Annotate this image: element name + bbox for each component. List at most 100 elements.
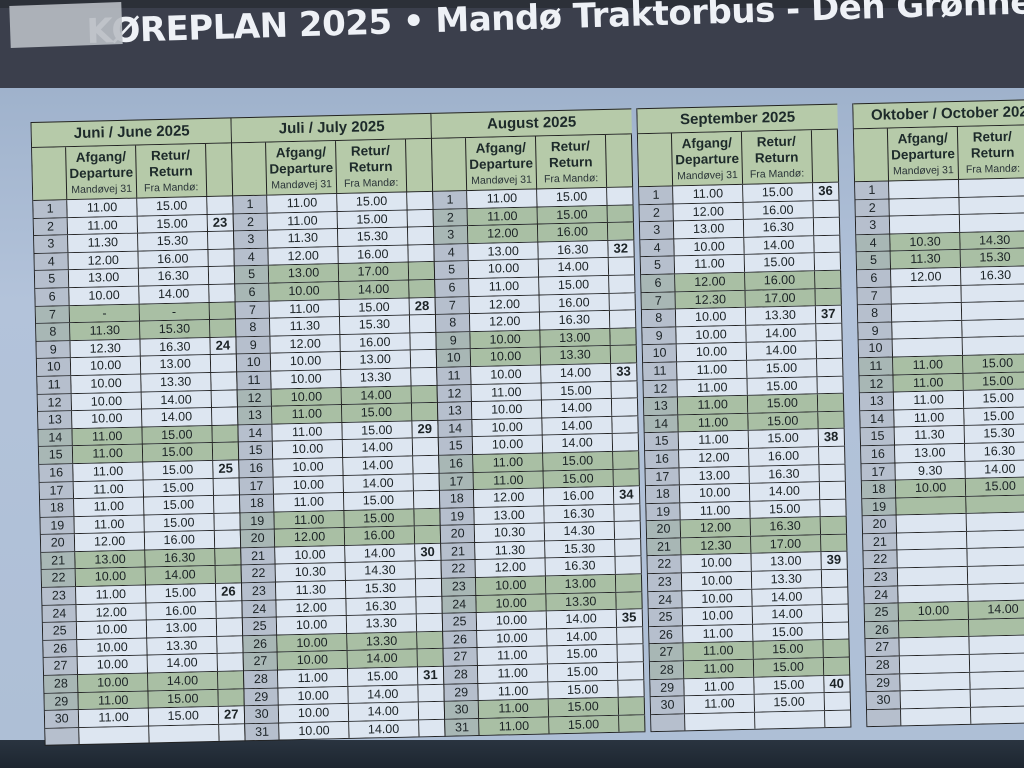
return-time: 15.00 bbox=[143, 496, 214, 515]
departure-time: 10.00 bbox=[469, 259, 540, 279]
departure-label: Afgang/ Departure bbox=[675, 135, 740, 168]
departure-time bbox=[891, 285, 962, 304]
day-cell: 25 bbox=[242, 617, 278, 636]
day-cell: 5 bbox=[234, 265, 270, 284]
departure-time: 10.00 bbox=[277, 633, 348, 652]
week-number bbox=[610, 345, 638, 363]
return-location: Fra Mandø: bbox=[143, 181, 199, 195]
return-time: 14.00 bbox=[746, 341, 817, 360]
departure-time: 12.00 bbox=[270, 334, 341, 353]
departure-time: 11.00 bbox=[278, 668, 349, 688]
day-cell: 10 bbox=[236, 353, 272, 372]
week-number bbox=[617, 662, 645, 680]
week-number bbox=[817, 411, 845, 429]
day-cell: 15 bbox=[38, 446, 74, 464]
day-cell: 24 bbox=[442, 595, 478, 614]
return-time: 15.00 bbox=[342, 421, 413, 440]
return-time: 15.00 bbox=[748, 411, 819, 431]
return-time: 15.00 bbox=[754, 675, 825, 694]
return-time: 14.00 bbox=[752, 587, 823, 606]
departure-time: 11.30 bbox=[70, 321, 141, 340]
day-cell: 2 bbox=[233, 213, 269, 231]
week-number bbox=[410, 350, 438, 368]
week-number bbox=[210, 372, 238, 390]
day-cell: 27 bbox=[443, 648, 479, 666]
week-number bbox=[606, 187, 634, 205]
week-number bbox=[410, 367, 438, 385]
day-cell: 26 bbox=[649, 626, 684, 644]
departure-time: 11.30 bbox=[268, 229, 339, 248]
return-time: 15.00 bbox=[337, 192, 408, 211]
departure-time: 11.00 bbox=[684, 659, 755, 678]
departure-time: 11.00 bbox=[267, 211, 338, 230]
week-number bbox=[217, 653, 244, 671]
timetable-title: KØREPLAN 2025 • Mandø Traktorbus - Den G… bbox=[86, 0, 1024, 52]
departure-time: 11.00 bbox=[673, 184, 744, 204]
week-number bbox=[617, 679, 645, 698]
day-cell: 10 bbox=[36, 358, 72, 376]
departure-time: 11.00 bbox=[679, 431, 749, 450]
week-number bbox=[407, 227, 435, 245]
day-cell: 6 bbox=[641, 274, 676, 292]
return-time: 15.00 bbox=[344, 509, 415, 528]
return-time: 13.30 bbox=[147, 636, 218, 655]
day-cell: 13 bbox=[643, 397, 679, 415]
week-number bbox=[215, 565, 242, 583]
day-cell: 8 bbox=[641, 309, 677, 327]
departure-time bbox=[899, 619, 970, 638]
week-number bbox=[216, 618, 244, 636]
return-time bbox=[970, 670, 1024, 690]
return-time: 14.00 bbox=[141, 408, 212, 427]
departure-header: Afgang/ Departure Mandøvej 31 bbox=[888, 126, 959, 181]
return-time: 13.00 bbox=[545, 574, 616, 594]
departure-time: 10.00 bbox=[682, 589, 753, 608]
departure-time bbox=[892, 303, 963, 322]
day-cell: 21 bbox=[863, 533, 898, 551]
day-cell: 2 bbox=[433, 208, 469, 227]
departure-time bbox=[896, 514, 967, 533]
return-time: 15.00 bbox=[963, 371, 1024, 391]
departure-time bbox=[900, 654, 971, 674]
week-number: 36 bbox=[812, 182, 840, 200]
return-label: Retur/ Return bbox=[754, 133, 799, 166]
day-cell: 20 bbox=[440, 525, 476, 543]
week-number bbox=[411, 385, 438, 403]
return-time bbox=[967, 547, 1024, 566]
return-time: 14.30 bbox=[960, 231, 1024, 250]
departure-time: 10.00 bbox=[69, 286, 140, 305]
return-header: Retur/ Return Fra Mandø: bbox=[957, 125, 1024, 179]
departure-time: 10.00 bbox=[277, 651, 348, 670]
return-time: 15.00 bbox=[543, 451, 614, 470]
return-time: 15.00 bbox=[341, 403, 412, 422]
week-number bbox=[618, 697, 646, 715]
week-number bbox=[413, 490, 441, 509]
day-cell: 19 bbox=[440, 507, 476, 526]
day-cell: 29 bbox=[444, 683, 480, 701]
return-time: 15.00 bbox=[541, 381, 612, 400]
day-cell: 5 bbox=[856, 251, 892, 270]
week-number bbox=[416, 614, 444, 632]
month-table: Juni / June 2025 Afgang/ Departure Mandøve… bbox=[30, 117, 246, 747]
return-time bbox=[961, 283, 1024, 303]
departure-time: 12.00 bbox=[681, 519, 751, 538]
day-cell: 6 bbox=[35, 288, 70, 306]
departure-location: Mandøvej 31 bbox=[271, 178, 333, 192]
return-time: 15.00 bbox=[143, 460, 214, 480]
departure-time: 13.00 bbox=[474, 506, 545, 525]
return-time: 15.00 bbox=[748, 429, 819, 448]
departure-time bbox=[898, 566, 969, 586]
return-time: 15.00 bbox=[148, 707, 219, 726]
month-table: Juli / July 2025 Afgang/ Departure Mandøve… bbox=[230, 112, 446, 742]
day-cell: 30 bbox=[444, 701, 480, 719]
day-cell: 29 bbox=[44, 692, 80, 711]
day-cell: 12 bbox=[859, 375, 895, 393]
return-time: 15.00 bbox=[548, 698, 619, 717]
day-cell: 20 bbox=[40, 534, 76, 552]
week-number bbox=[815, 323, 843, 341]
return-time: 16.00 bbox=[338, 245, 409, 264]
departure-header: Afgang/ Departure Mandøvej 31 bbox=[672, 131, 743, 186]
departure-time: 12.00 bbox=[475, 558, 546, 578]
departure-time: 10.00 bbox=[476, 576, 547, 595]
week-number bbox=[611, 415, 639, 434]
day-cell: 15 bbox=[644, 432, 680, 451]
